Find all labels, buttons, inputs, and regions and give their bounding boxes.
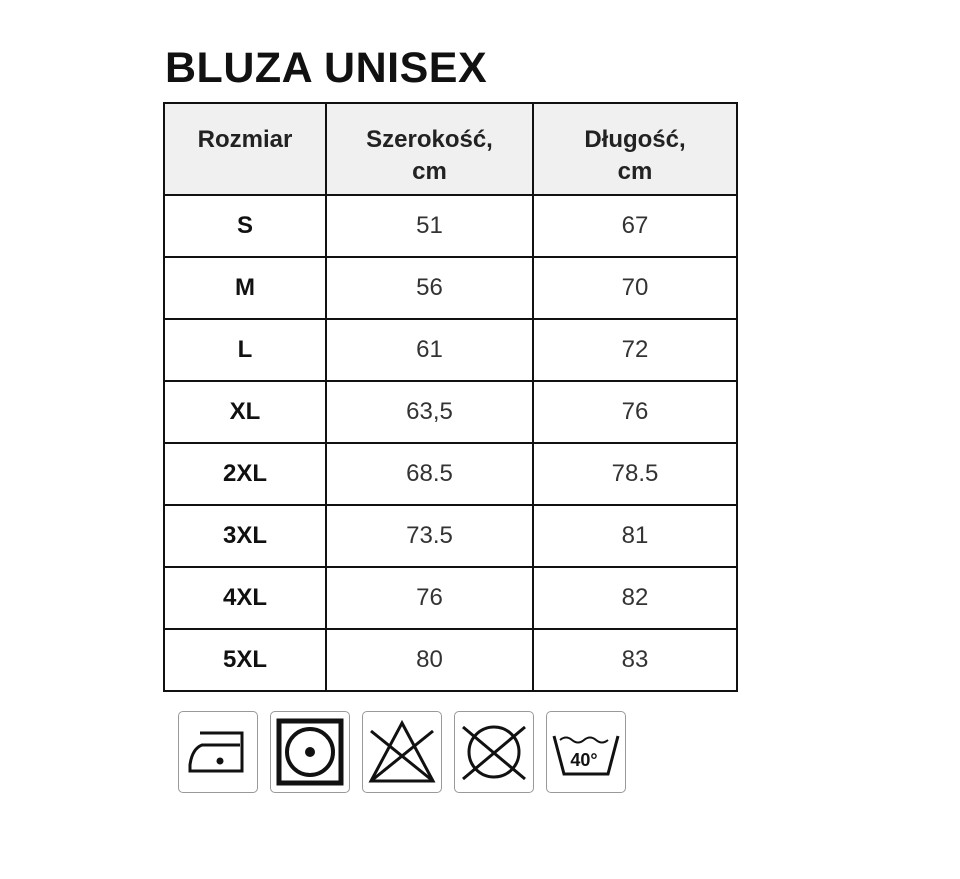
length-cell: 83 bbox=[532, 628, 738, 692]
wash-temperature-label: 40° bbox=[570, 750, 597, 770]
tumble-dry-low-icon bbox=[270, 711, 350, 793]
length-cell: 81 bbox=[532, 504, 738, 568]
width-cell: 80 bbox=[325, 628, 534, 692]
length-cell: 70 bbox=[532, 256, 738, 320]
care-icons: 40° bbox=[178, 711, 626, 793]
table-row: XL 63,5 76 bbox=[163, 380, 738, 444]
size-cell: M bbox=[163, 256, 327, 320]
size-cell: XL bbox=[163, 380, 327, 444]
length-cell: 67 bbox=[532, 194, 738, 258]
width-cell: 73.5 bbox=[325, 504, 534, 568]
length-cell: 72 bbox=[532, 318, 738, 382]
header-length-label: Długość, bbox=[584, 126, 686, 153]
page-title: BLUZA UNISEX bbox=[165, 44, 488, 92]
table-header-row: Rozmiar Szerokość, cm Długość, cm bbox=[163, 102, 738, 196]
header-size: Rozmiar bbox=[163, 102, 327, 196]
table-row: M 56 70 bbox=[163, 256, 738, 320]
size-table: Rozmiar Szerokość, cm Długość, cm S 51 67 M 56… bbox=[163, 102, 738, 692]
width-cell: 76 bbox=[325, 566, 534, 630]
table-row: 2XL 68.5 78.5 bbox=[163, 442, 738, 506]
width-cell: 56 bbox=[325, 256, 534, 320]
table-row: 5XL 80 83 bbox=[163, 628, 738, 692]
wash-40-icon: 40° bbox=[546, 711, 626, 793]
table-row: L 61 72 bbox=[163, 318, 738, 382]
length-cell: 76 bbox=[532, 380, 738, 444]
header-length: Długość, cm bbox=[532, 102, 738, 196]
width-cell: 61 bbox=[325, 318, 534, 382]
size-cell: 2XL bbox=[163, 442, 327, 506]
size-cell: S bbox=[163, 194, 327, 258]
width-cell: 63,5 bbox=[325, 380, 534, 444]
header-width: Szerokość, cm bbox=[325, 102, 534, 196]
size-cell: 3XL bbox=[163, 504, 327, 568]
size-cell: L bbox=[163, 318, 327, 382]
header-width-unit: cm bbox=[412, 158, 447, 185]
size-table-body: S 51 67 M 56 70 L 61 72 XL 63,5 76 2XL 68.5 78.5 3XL 73.… bbox=[163, 194, 738, 692]
length-cell: 78.5 bbox=[532, 442, 738, 506]
table-row: 3XL 73.5 81 bbox=[163, 504, 738, 568]
width-cell: 51 bbox=[325, 194, 534, 258]
length-cell: 82 bbox=[532, 566, 738, 630]
width-cell: 68.5 bbox=[325, 442, 534, 506]
table-row: 4XL 76 82 bbox=[163, 566, 738, 630]
header-length-unit: cm bbox=[617, 158, 653, 185]
do-not-bleach-icon bbox=[362, 711, 442, 793]
do-not-dry-clean-icon bbox=[454, 711, 534, 793]
table-row: S 51 67 bbox=[163, 194, 738, 258]
iron-low-temp-icon bbox=[178, 711, 258, 793]
header-size-label: Rozmiar bbox=[197, 126, 293, 153]
size-cell: 5XL bbox=[163, 628, 327, 692]
header-width-label: Szerokość, bbox=[366, 126, 493, 153]
size-cell: 4XL bbox=[163, 566, 327, 630]
